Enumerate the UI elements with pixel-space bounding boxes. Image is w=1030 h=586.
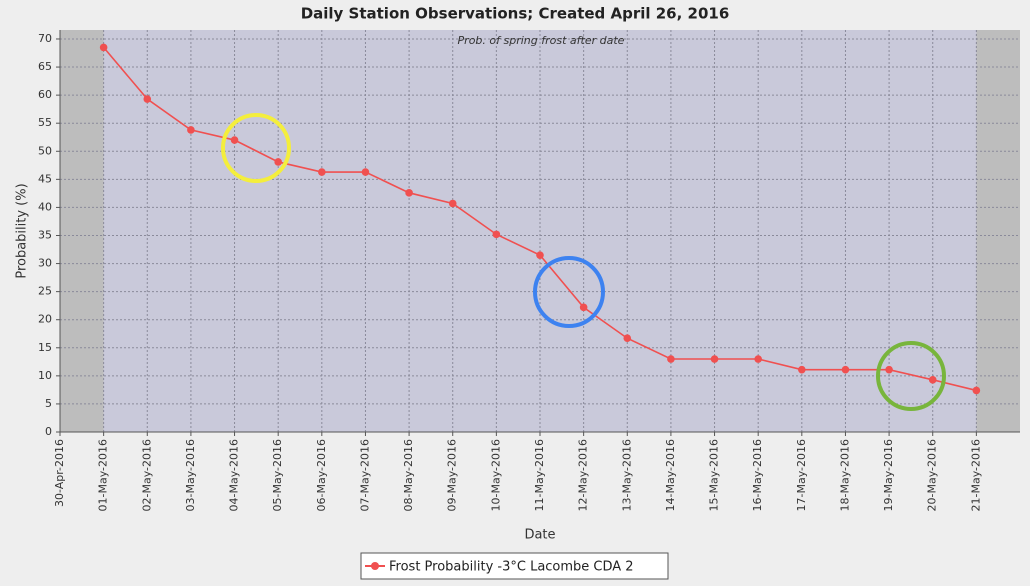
x-tick-label: 17-May-2016 xyxy=(795,439,808,511)
data-point xyxy=(754,355,762,363)
y-tick-label: 55 xyxy=(38,116,52,129)
x-tick-label: 20-May-2016 xyxy=(926,439,939,511)
annotation: Prob. of spring frost after date xyxy=(458,34,625,47)
y-tick-label: 35 xyxy=(38,228,52,241)
x-tick-label: 02-May-2016 xyxy=(140,439,153,511)
legend-marker xyxy=(371,562,379,570)
data-point xyxy=(99,43,108,52)
data-point xyxy=(448,199,457,208)
data-point xyxy=(579,303,588,312)
x-tick-label: 14-May-2016 xyxy=(664,439,677,511)
x-tick-label: 11-May-2016 xyxy=(533,439,546,511)
y-tick-label: 40 xyxy=(38,200,52,213)
y-tick-label: 25 xyxy=(38,285,52,298)
shade-right xyxy=(976,30,1020,432)
x-tick-label: 03-May-2016 xyxy=(184,439,197,511)
chart-title: Daily Station Observations; Created Apri… xyxy=(301,5,730,23)
data-point xyxy=(492,230,501,239)
data-point xyxy=(187,126,195,134)
legend-box xyxy=(360,552,669,580)
x-tick-label: 09-May-2016 xyxy=(446,439,459,511)
data-point xyxy=(361,168,370,176)
data-point xyxy=(318,168,326,176)
shade-left xyxy=(60,30,104,432)
x-tick-label: 30-Apr-2016 xyxy=(53,439,66,507)
x-tick-label: 15-May-2016 xyxy=(708,439,721,511)
data-point xyxy=(710,355,719,363)
data-point xyxy=(667,355,675,363)
x-tick-label: 19-May-2016 xyxy=(882,439,895,511)
x-tick-label: 12-May-2016 xyxy=(577,439,590,511)
data-point xyxy=(405,189,413,197)
y-tick-label: 60 xyxy=(38,88,52,101)
x-tick-label: 10-May-2016 xyxy=(489,439,502,511)
y-tick-label: 70 xyxy=(38,32,52,45)
x-tick-label: 01-May-2016 xyxy=(97,439,110,511)
highlight-circle xyxy=(533,256,605,328)
x-tick-label: 08-May-2016 xyxy=(402,439,415,511)
highlight-circle xyxy=(876,341,946,411)
y-tick-label: 50 xyxy=(38,144,52,157)
legend-label: Frost Probability -3°C Lacombe CDA 2 xyxy=(389,560,634,575)
data-point xyxy=(623,334,632,343)
data-point xyxy=(230,136,239,144)
data-point xyxy=(143,95,152,103)
data-point xyxy=(928,375,937,384)
x-tick-label: 21-May-2016 xyxy=(969,439,982,511)
x-tick-label: 13-May-2016 xyxy=(620,439,633,511)
x-axis-label: Date xyxy=(524,528,555,543)
highlight-circle xyxy=(221,113,291,183)
y-axis-label: Probability (%) xyxy=(15,183,30,278)
x-tick-label: 18-May-2016 xyxy=(838,439,851,511)
x-tick-label: 05-May-2016 xyxy=(271,439,284,511)
data-point xyxy=(274,158,282,166)
data-point xyxy=(798,365,806,374)
y-tick-label: 20 xyxy=(38,313,52,326)
x-tick-label: 16-May-2016 xyxy=(751,439,764,511)
x-tick-label: 06-May-2016 xyxy=(315,439,328,511)
y-tick-label: 30 xyxy=(38,257,52,270)
y-tick-label: 10 xyxy=(38,369,52,382)
data-point xyxy=(972,386,981,395)
x-tick-label: 07-May-2016 xyxy=(358,439,371,511)
y-tick-label: 65 xyxy=(38,60,52,73)
data-point xyxy=(536,251,544,259)
data-point xyxy=(885,365,893,374)
y-tick-label: 5 xyxy=(45,397,52,410)
y-tick-label: 0 xyxy=(45,425,52,438)
data-point xyxy=(841,365,850,374)
y-tick-label: 15 xyxy=(38,341,52,354)
x-tick-label: 04-May-2016 xyxy=(228,439,241,511)
y-tick-label: 45 xyxy=(38,172,52,185)
